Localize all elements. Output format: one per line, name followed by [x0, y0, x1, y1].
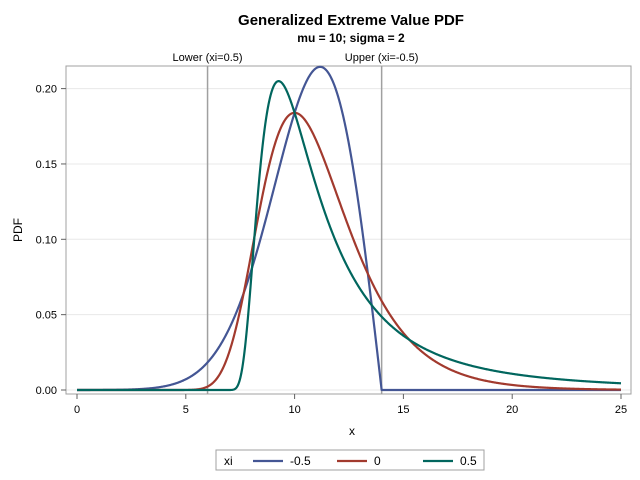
x-axis-label: x	[349, 424, 355, 438]
x-tick-label-2: 10	[288, 404, 300, 416]
reference-lines: Lower (xi=0.5) Upper (xi=-0.5)	[173, 52, 419, 394]
chart-title: Generalized Extreme Value PDF	[238, 12, 464, 29]
legend: xi -0.5 0 0.5	[215, 449, 485, 471]
x-tick-label-4: 20	[506, 404, 518, 416]
y-axis: 0.00 0.05 0.10 0.15 0.20	[36, 84, 66, 397]
series-line-xi-0	[76, 111, 622, 392]
legend-label-0: -0.5	[290, 454, 311, 468]
reference-line-label-1: Upper (xi=-0.5)	[345, 52, 419, 64]
reference-line-label-0: Lower (xi=0.5)	[173, 52, 243, 64]
legend-label-1: 0	[374, 454, 381, 468]
legend-items: -0.5 0 0.5	[253, 454, 477, 468]
legend-label-2: 0.5	[460, 454, 477, 468]
series-curves	[76, 65, 622, 392]
y-tick-label-1: 0.05	[36, 310, 57, 322]
y-tick-label-4: 0.20	[36, 84, 57, 96]
x-tick-label-1: 5	[183, 404, 189, 416]
series-line-xi-0.5	[76, 80, 622, 392]
series-line-xi--0.5	[76, 65, 622, 392]
legend-title: xi	[224, 454, 233, 468]
gridlines	[66, 88, 631, 391]
x-tick-label-5: 25	[615, 404, 627, 416]
x-axis: 0 5 10 15 20 25	[74, 394, 627, 416]
y-tick-label-0: 0.00	[36, 385, 57, 397]
y-tick-label-3: 0.15	[36, 159, 57, 171]
y-axis-label: PDF	[11, 218, 25, 242]
x-tick-label-0: 0	[74, 404, 80, 416]
plot-frame	[65, 65, 632, 395]
y-tick-label-2: 0.10	[36, 234, 57, 246]
chart-subtitle: mu = 10; sigma = 2	[297, 31, 405, 45]
x-tick-label-3: 15	[397, 404, 409, 416]
